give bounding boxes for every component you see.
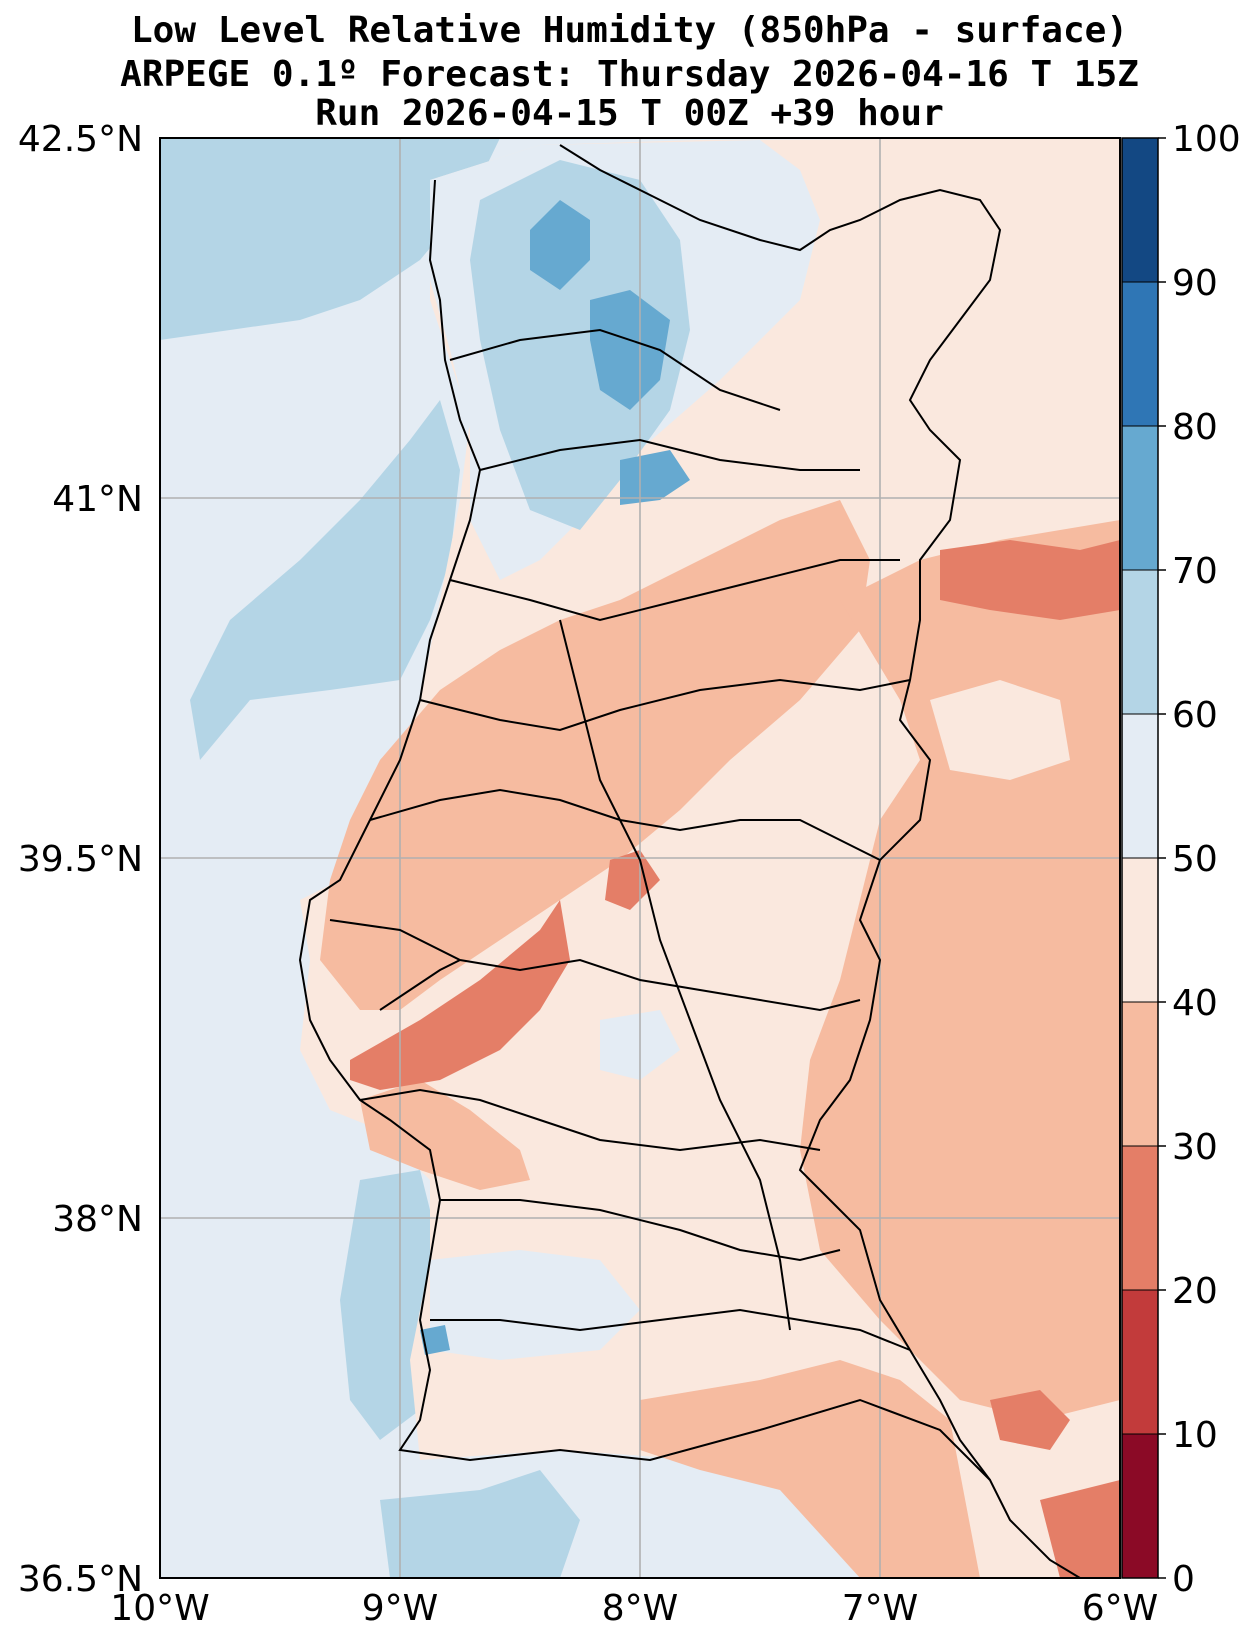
colorbar-label-90: 90 bbox=[1172, 263, 1218, 304]
colorbar-band-30-40 bbox=[1122, 1002, 1158, 1146]
colorbar-label-0: 0 bbox=[1172, 1559, 1195, 1600]
lat-label-39-5: 39.5°N bbox=[18, 839, 143, 880]
lower-tagus-dry bbox=[360, 1080, 530, 1190]
colorbar-band-20-30 bbox=[1122, 1146, 1158, 1290]
colorbar-band-50-60 bbox=[1122, 714, 1158, 858]
colorbar-label-40: 40 bbox=[1172, 983, 1218, 1024]
colorbar-band-40-50 bbox=[1122, 858, 1158, 1002]
district-border-9 bbox=[430, 1308, 911, 1351]
district-border-3 bbox=[449, 559, 900, 622]
lon-label-9w: 9°W bbox=[362, 1588, 439, 1629]
northeast-very-dry bbox=[940, 540, 1120, 620]
colorbar-bands bbox=[1122, 138, 1158, 1578]
lon-label-7w: 7°W bbox=[842, 1588, 919, 1629]
ocean-humid-patch-west bbox=[190, 400, 460, 760]
title-line-1: Low Level Relative Humidity (850hPa - su… bbox=[131, 10, 1128, 51]
map-frame bbox=[159, 137, 1121, 1579]
colorbar-frame bbox=[1121, 137, 1159, 1579]
north-wet-spot-3 bbox=[620, 450, 690, 505]
ocean-humid-patch-south bbox=[380, 1470, 580, 1578]
colorbar-band-80-90 bbox=[1122, 282, 1158, 426]
district-border-4 bbox=[419, 678, 911, 732]
lat-label-38: 38°N bbox=[52, 1199, 143, 1240]
central-very-dry-spot bbox=[605, 850, 660, 910]
spain-border bbox=[559, 144, 1002, 1481]
lon-label-6w: 6°W bbox=[1082, 1588, 1159, 1629]
tagus-estuary bbox=[379, 959, 461, 1011]
tagus-very-dry bbox=[350, 900, 570, 1090]
colorbar-band-90-100 bbox=[1122, 138, 1158, 282]
ocean-humid-patch-north bbox=[160, 138, 500, 340]
southeast-very-dry bbox=[990, 1390, 1070, 1450]
district-border-2 bbox=[479, 438, 860, 471]
colorbar-band-10-20 bbox=[1122, 1290, 1158, 1434]
title-line-3: Run 2026-04-15 T 00Z +39 hour bbox=[315, 93, 944, 134]
north-wet-spot-1 bbox=[530, 200, 590, 290]
colorbar: 0 10 20 30 40 50 60 70 80 90 100 bbox=[1121, 119, 1241, 1600]
central-dry-band bbox=[320, 500, 870, 1010]
lon-axis: 10°W 9°W 8°W 7°W 6°W bbox=[110, 1588, 1158, 1629]
district-border-7 bbox=[359, 1088, 821, 1152]
colorbar-label-80: 80 bbox=[1172, 407, 1218, 448]
coastline bbox=[298, 179, 1081, 1578]
south-corner-very-dry bbox=[1040, 1480, 1120, 1578]
district-border-1 bbox=[449, 328, 781, 411]
colorbar-band-70-80 bbox=[1122, 426, 1158, 570]
district-border-10 bbox=[559, 619, 791, 1331]
lat-label-42-5: 42.5°N bbox=[18, 119, 143, 160]
colorbar-label-60: 60 bbox=[1172, 695, 1218, 736]
lon-label-8w: 8°W bbox=[602, 1588, 679, 1629]
north-moist-core bbox=[470, 160, 690, 530]
north-wet-spot-2 bbox=[590, 290, 670, 410]
colorbar-band-0-10 bbox=[1122, 1434, 1158, 1578]
colorbar-band-60-70 bbox=[1122, 570, 1158, 714]
colorbar-labels: 0 10 20 30 40 50 60 70 80 90 100 bbox=[1172, 119, 1241, 1600]
district-border-8 bbox=[440, 1199, 841, 1262]
district-border-6 bbox=[329, 919, 861, 1012]
borders bbox=[298, 144, 1081, 1578]
colorbar-label-20: 20 bbox=[1172, 1271, 1218, 1312]
lat-label-36-5: 36.5°N bbox=[18, 1559, 143, 1600]
colorbar-label-70: 70 bbox=[1172, 551, 1218, 592]
colorbar-label-50: 50 bbox=[1172, 839, 1218, 880]
title-line-2: ARPEGE 0.1º Forecast: Thursday 2026-04-1… bbox=[120, 54, 1139, 95]
colorbar-label-30: 30 bbox=[1172, 1127, 1218, 1168]
south-humid-patch bbox=[430, 1250, 640, 1360]
colorbar-label-100: 100 bbox=[1172, 119, 1241, 160]
lat-axis: 42.5°N 41°N 39.5°N 38°N 36.5°N bbox=[18, 119, 143, 1600]
lon-label-10w: 10°W bbox=[110, 1588, 209, 1629]
colorbar-label-10: 10 bbox=[1172, 1415, 1218, 1456]
east-moist-patch bbox=[930, 680, 1070, 780]
southeast-dry-region bbox=[640, 1360, 980, 1578]
lat-label-41: 41°N bbox=[52, 479, 143, 520]
south-wet-spot bbox=[420, 1325, 450, 1355]
